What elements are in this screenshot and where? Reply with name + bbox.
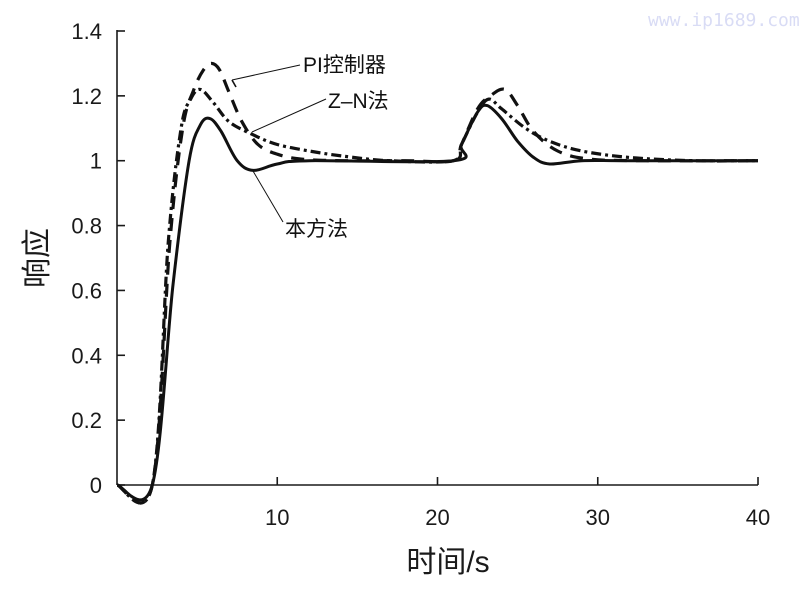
annotation-pi: PI控制器 bbox=[303, 54, 386, 77]
annotation-zn: Z–N法 bbox=[328, 90, 389, 113]
axes bbox=[116, 30, 758, 486]
x-ticks: 10 20 30 40 bbox=[265, 477, 770, 530]
y-tick-label: 1.2 bbox=[71, 84, 102, 109]
x-tick-label: 30 bbox=[586, 505, 610, 530]
y-tick-label: 1.4 bbox=[71, 19, 102, 44]
x-tick-label: 10 bbox=[265, 505, 289, 530]
watermark: www.ip1689.com bbox=[648, 10, 800, 31]
x-tick-label: 40 bbox=[746, 505, 770, 530]
x-tick-label: 20 bbox=[425, 505, 449, 530]
y-ticks: 0 0.2 0.4 0.6 0.8 1 1.2 1.4 bbox=[71, 19, 125, 498]
series-pi-controller bbox=[116, 61, 759, 505]
y-tick-label: 0.4 bbox=[71, 343, 102, 368]
annotation-method: 本方法 bbox=[285, 218, 348, 241]
series-zn-method bbox=[116, 87, 759, 505]
y-axis-title: 响应 bbox=[21, 228, 54, 288]
method-leader-line bbox=[252, 170, 284, 223]
y-tick-label: 0.8 bbox=[71, 214, 102, 239]
y-tick-label: 0.6 bbox=[71, 278, 102, 303]
y-tick-label: 0 bbox=[90, 473, 102, 498]
series-proposed-method bbox=[116, 103, 758, 502]
y-tick-label: 1 bbox=[90, 149, 102, 174]
y-tick-label: 0.2 bbox=[71, 408, 102, 433]
x-axis-title: 时间/s bbox=[406, 546, 489, 579]
annotations: PI控制器 Z–N法 本方法 bbox=[231, 54, 389, 241]
series-group bbox=[116, 61, 759, 505]
zn-leader-line bbox=[251, 98, 327, 133]
pi-leader-tick bbox=[231, 79, 237, 88]
pi-leader-line bbox=[231, 64, 301, 81]
